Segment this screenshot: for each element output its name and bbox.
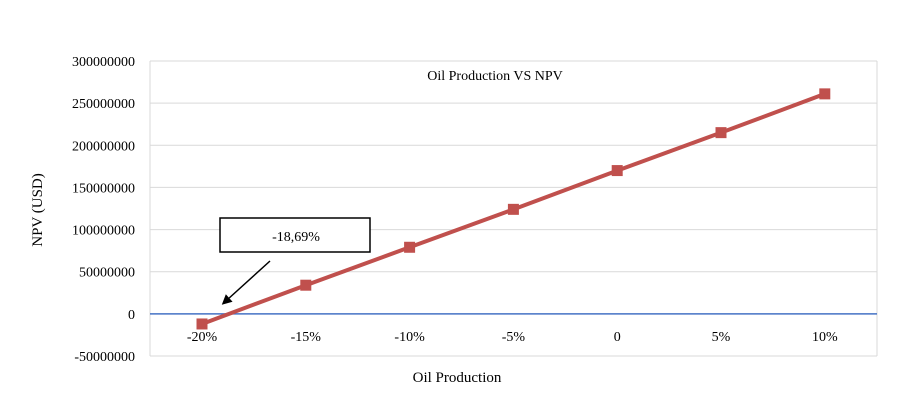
y-tick-label: 250000000: [72, 97, 135, 112]
data-point: [196, 318, 208, 330]
y-tick-label: 100000000: [72, 224, 135, 239]
x-tick-label: 5%: [712, 330, 731, 345]
chart-title: Oil Production VS NPV: [427, 69, 562, 84]
annotation-arrow: [228, 260, 271, 299]
data-point: [715, 127, 727, 139]
x-tick-label: 10%: [812, 330, 838, 345]
plot-area: [149, 61, 878, 356]
annotation-label: -18,69%: [272, 230, 320, 245]
data-point: [819, 88, 831, 100]
y-tick-label: 300000000: [72, 55, 135, 70]
data-point: [611, 165, 623, 177]
x-axis-title: Oil Production: [413, 370, 502, 386]
y-tick-label: 0: [128, 308, 135, 323]
series-group: [196, 88, 831, 330]
y-tick-label: 200000000: [72, 139, 135, 154]
annotation-box: [219, 217, 371, 253]
x-tick-label: 0: [614, 330, 621, 345]
y-tick-label: 50000000: [79, 266, 135, 281]
annotation-arrowhead: [221, 294, 233, 305]
x-tick-label: -20%: [187, 330, 218, 345]
x-tick-label: -5%: [502, 330, 526, 345]
data-point: [404, 241, 416, 253]
x-tick-label: -15%: [291, 330, 322, 345]
y-tick-labels: 300000000 250000000 200000000 150000000 1000…: [72, 55, 135, 365]
data-point: [507, 203, 519, 215]
y-axis-title: NPV (USD): [30, 173, 46, 246]
y-tick-label: -50000000: [74, 350, 135, 365]
x-tick-labels: -20% -15% -10% -5% 0 5% 10%: [187, 330, 838, 345]
x-tick-label: -10%: [394, 330, 425, 345]
data-point: [300, 279, 312, 291]
annotation-callout: -18,69%: [219, 217, 371, 305]
y-tick-label: 150000000: [72, 181, 135, 196]
